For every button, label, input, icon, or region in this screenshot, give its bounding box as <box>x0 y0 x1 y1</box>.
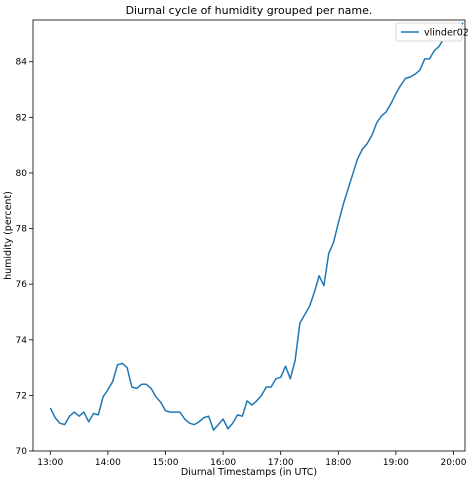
x-tick-label: 14:00 <box>95 458 121 468</box>
x-tick-label: 19:00 <box>383 458 409 468</box>
axes-frame <box>32 19 466 452</box>
x-tick-label: 18:00 <box>325 458 351 468</box>
y-tick-label: 70 <box>16 447 28 457</box>
y-tick-label: 76 <box>16 280 28 290</box>
y-tick-label: 84 <box>16 58 28 68</box>
y-tick-label: 82 <box>16 113 27 123</box>
legend: vlinder02 <box>395 22 469 42</box>
y-tick-label: 72 <box>16 391 27 401</box>
x-tick-label: 20:00 <box>441 458 467 468</box>
y-tick-label: 74 <box>16 336 28 346</box>
y-axis-label: humidity (percent) <box>3 191 14 280</box>
series-line-vlinder02 <box>49 22 464 431</box>
x-tick-label: 16:00 <box>210 458 236 468</box>
plot-area: 13:00 14:00 15:00 16:00 17:00 18:00 19:00 20:00… <box>16 22 467 468</box>
x-tick-label: 15:00 <box>153 458 179 468</box>
x-tick-label: 13:00 <box>37 458 63 468</box>
x-axis-label: Diurnal Timestamps (in UTC) <box>181 467 317 478</box>
y-tick-label: 78 <box>16 225 28 235</box>
legend-box <box>395 22 463 42</box>
y-tick-label: 80 <box>16 169 28 179</box>
x-tick-label: 17:00 <box>268 458 294 468</box>
chart-title: Diurnal cycle of humidity grouped per na… <box>126 4 373 17</box>
legend-label: vlinder02 <box>424 28 469 39</box>
